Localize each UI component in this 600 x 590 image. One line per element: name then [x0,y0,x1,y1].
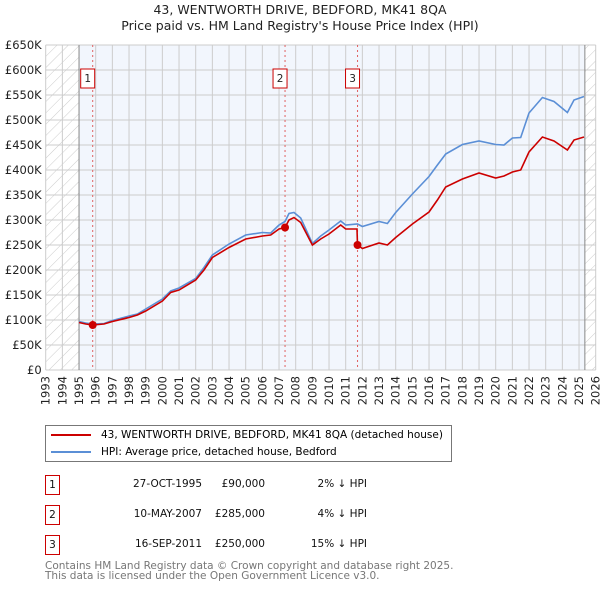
hpi-line [78,95,585,325]
transaction-row: 3 16-SEP-2011 £250,000 15% ↓ HPI [45,535,445,555]
x-tick-label: 2007 [272,376,286,405]
x-tick-label: 1993 [39,376,53,405]
sale-point [88,321,97,329]
x-tick-label: 1995 [72,376,86,405]
y-tick-label: £100K [5,313,42,327]
date: 27-OCT-1995 [133,478,202,490]
y-tick-label: £200K [5,263,42,277]
y-tick-label: £150K [5,288,42,302]
legend: 43, WENTWORTH DRIVE, BEDFORD, MK41 8QA (… [45,425,452,462]
transaction-row: 2 10-MAY-2007 £285,000 4% ↓ HPI [45,505,445,525]
y-tick-label: £600K [5,63,42,77]
y-tick-label: £50K [12,338,42,352]
legend-item-hpi: HPI: Average price, detached house, Bedf… [51,446,337,458]
price: £90,000 [221,478,265,490]
x-tick-label: 2017 [439,376,453,405]
y-tick-label: £300K [5,213,42,227]
x-tick-label: 2016 [422,376,436,405]
legend-item-property: 43, WENTWORTH DRIVE, BEDFORD, MK41 8QA (… [51,429,443,441]
x-tick-label: 2019 [472,376,486,405]
x-tick-label: 2022 [522,376,536,405]
x-tick-label: 2012 [355,376,369,405]
x-tick-label: 2011 [339,376,353,405]
sale-label-box [80,68,96,89]
x-tick-label: 2008 [289,376,303,405]
sale-point [353,241,362,249]
x-tick-label: 2006 [255,376,269,405]
red-line-swatch [51,434,91,436]
date: 10-MAY-2007 [133,508,202,520]
property-price-line [78,136,585,326]
sale-label: 3 [349,73,356,85]
x-tick-label: 2000 [155,376,169,405]
chart-subtitle: Price paid vs. HM Land Registry's House … [121,18,479,33]
x-tick-label: 1998 [122,376,136,405]
x-tick-label: 2003 [205,376,219,405]
sale-label-box [272,68,288,89]
x-tick-label: 2018 [455,376,469,405]
marker-badge: 1 [45,475,60,495]
sale-label: 1 [84,73,91,85]
x-tick-label: 2015 [405,376,419,405]
shaded-period [79,45,585,370]
y-tick-label: £500K [5,113,42,127]
x-tick-label: 1997 [105,376,119,405]
x-tick-label: 2020 [489,376,503,405]
footer-copyright: Contains HM Land Registry data © Crown c… [45,560,454,572]
price-chart: £0 £50K £100K £150K £200K £250K £300K £350K £400… [5,38,600,405]
sale-label-box [345,68,361,89]
y-tick-label: £250K [5,238,42,252]
y-tick-label: £450K [5,138,42,152]
price: £250,000 [214,538,265,550]
date: 16-SEP-2011 [134,538,202,550]
y-tick-label: £350K [5,188,42,202]
x-tick-label: 1999 [139,376,153,405]
x-tick-label: 2001 [172,376,186,405]
x-tick-label: 2005 [239,376,253,405]
transaction-row: 1 27-OCT-1995 £90,000 2% ↓ HPI [45,475,445,495]
x-tick-label: 2014 [389,376,403,405]
x-tick-label: 2026 [589,376,600,405]
hpi-diff: 4% ↓ HPI [317,508,367,520]
footer-licence: This data is licensed under the Open Gov… [45,570,380,582]
marker-badge: 3 [45,535,60,555]
y-tick-label: £550K [5,88,42,102]
chart-title: 43, WENTWORTH DRIVE, BEDFORD, MK41 8QA [153,2,447,17]
x-tick-label: 2024 [555,376,569,405]
x-tick-label: 1996 [89,376,103,405]
hatched-region-after [584,45,596,370]
x-tick-label: 2002 [189,376,203,405]
x-tick-label: 2004 [222,376,236,405]
x-tick-label: 2013 [372,376,386,405]
legend-label: HPI: Average price, detached house, Bedf… [101,446,337,458]
y-tick-label: £400K [5,163,42,177]
x-tick-label: 1994 [55,376,69,405]
y-tick-label: £0 [27,363,42,377]
x-tick-label: 2009 [305,376,319,405]
blue-line-swatch [51,451,91,453]
hpi-diff: 15% ↓ HPI [310,538,367,550]
x-tick-label: 2023 [539,376,553,405]
y-tick-label: £650K [5,38,42,52]
x-tick-label: 2021 [505,376,519,405]
hpi-diff: 2% ↓ HPI [317,478,367,490]
legend-label: 43, WENTWORTH DRIVE, BEDFORD, MK41 8QA (… [101,429,443,441]
price: £285,000 [214,508,265,520]
sale-label: 2 [277,73,284,85]
x-tick-label: 2010 [322,376,336,405]
marker-badge: 2 [45,505,60,525]
sale-point [281,223,290,232]
x-tick-label: 2025 [572,376,586,405]
